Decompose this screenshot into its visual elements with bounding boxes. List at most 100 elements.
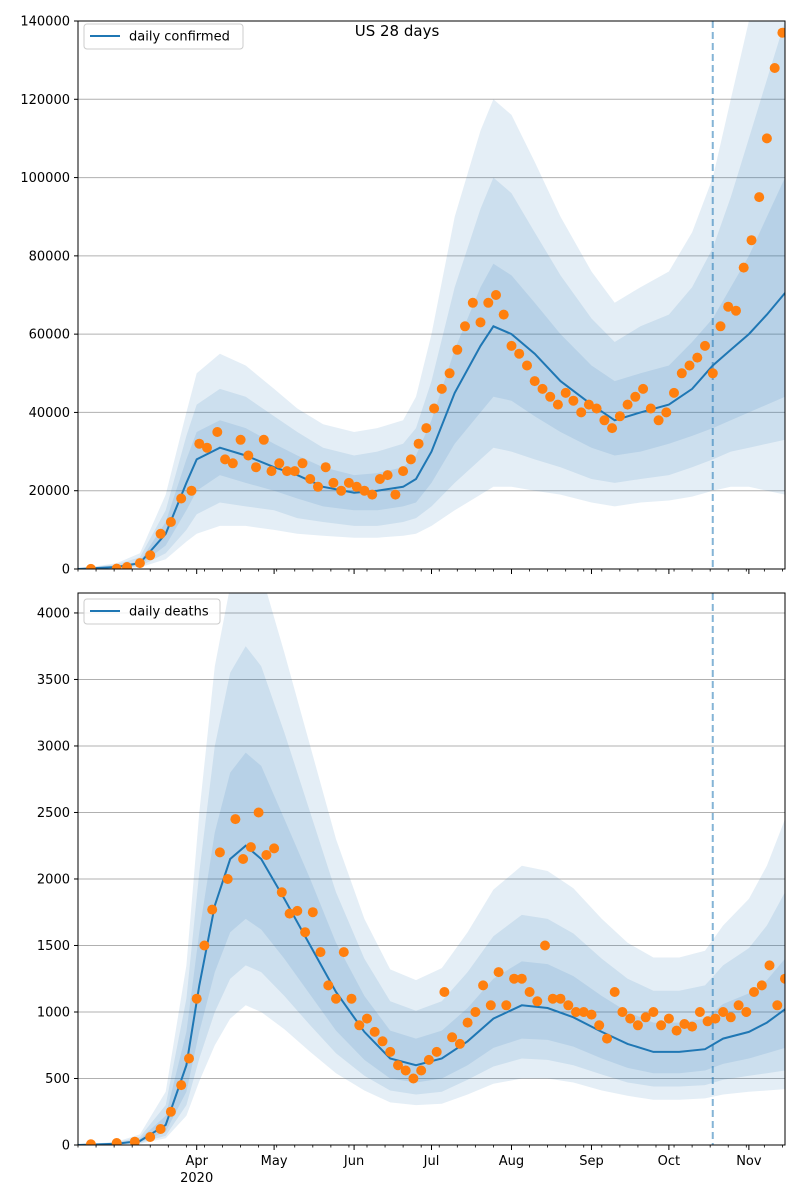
observed-point — [470, 1007, 481, 1017]
observed-point — [400, 1065, 411, 1076]
uncertainty-band-80 — [78, 646, 785, 1145]
observed-point — [351, 481, 362, 492]
observed-point — [514, 348, 525, 359]
confirmed-panel: 020000400006000080000100000120000140000 … — [20, 15, 786, 578]
observed-point — [292, 905, 303, 916]
observed-point — [663, 1013, 674, 1024]
observed-point — [315, 947, 326, 958]
observed-point — [305, 474, 316, 484]
observed-point — [684, 360, 695, 371]
observed-point — [749, 987, 759, 997]
observed-point — [429, 403, 440, 414]
x-tick-label: May — [261, 1154, 288, 1169]
observed-point — [452, 344, 463, 355]
observed-point — [111, 1138, 122, 1145]
observed-point — [715, 321, 726, 332]
observed-point — [591, 403, 602, 414]
observed-point — [702, 1016, 713, 1027]
observed-point — [212, 427, 223, 437]
legend-label: daily deaths — [129, 605, 209, 620]
observed-point — [354, 1020, 365, 1031]
observed-point — [227, 458, 238, 469]
observed-point — [165, 1106, 176, 1117]
observed-point — [145, 550, 156, 561]
observed-point — [764, 960, 775, 971]
observed-point — [687, 1021, 698, 1032]
observed-point — [679, 1019, 690, 1029]
median-series-line — [78, 844, 785, 1145]
observed-point — [506, 340, 517, 351]
observed-point — [578, 1007, 589, 1017]
deaths-median-line — [78, 844, 785, 1145]
observed-point — [622, 399, 633, 410]
observed-point — [532, 996, 543, 1007]
x-tick-label: Oct — [658, 1154, 680, 1169]
observed-point — [253, 807, 264, 818]
x-tick-label: Aug — [499, 1154, 524, 1169]
observed-point — [284, 908, 295, 919]
observed-point — [710, 1013, 721, 1024]
observed-point — [85, 1139, 96, 1145]
observed-point — [509, 973, 520, 984]
observed-point — [669, 387, 679, 398]
observed-point — [367, 489, 378, 500]
observed-point — [129, 1136, 140, 1145]
observed-point — [754, 192, 765, 203]
uncertainty-band-95 — [78, 21, 785, 569]
observed-point — [245, 842, 256, 853]
observed-point — [282, 466, 292, 477]
deaths-legend: daily deaths — [83, 598, 221, 625]
y-tick-label: 3500 — [37, 673, 70, 688]
observed-point — [220, 454, 231, 465]
observed-point — [343, 477, 354, 488]
observed-point — [462, 1017, 473, 1028]
uncertainty-band-80 — [78, 21, 785, 569]
observed-point — [300, 927, 311, 938]
observed-point — [346, 993, 357, 1004]
observed-point — [555, 993, 566, 1004]
observed-point — [390, 489, 401, 500]
uncertainty-band-95 — [78, 593, 785, 1145]
observed-point — [416, 1065, 427, 1076]
observed-point — [609, 987, 620, 997]
observed-point — [230, 814, 241, 825]
deaths-observed-points — [85, 807, 785, 1145]
y-tick-label: 2500 — [37, 806, 70, 821]
observed-point — [501, 1000, 512, 1011]
deaths-x-axis: Apr May Jun Jul Aug Sep Oct Nov 2020 — [77, 1145, 783, 1186]
observed-point — [382, 470, 393, 481]
observed-point — [454, 1038, 465, 1049]
observed-point — [155, 1124, 166, 1134]
observed-point — [741, 1007, 752, 1017]
observed-point — [694, 1007, 705, 1017]
observed-point — [444, 368, 455, 379]
y-tick-label: 80000 — [29, 249, 70, 264]
observed-point — [134, 558, 145, 569]
observed-point — [780, 973, 785, 984]
observed-point — [421, 423, 432, 434]
deaths-uncertainty-bands — [78, 593, 785, 1145]
observed-point — [385, 1046, 396, 1057]
observed-point — [323, 980, 334, 991]
observed-point — [165, 517, 176, 527]
observed-point — [243, 450, 254, 461]
observed-point — [552, 399, 563, 410]
observed-point — [186, 485, 197, 496]
y-tick-label: 2000 — [37, 872, 70, 887]
observed-point — [274, 458, 285, 469]
observed-point — [576, 407, 587, 418]
y-tick-label: 0 — [62, 563, 70, 578]
deaths-panel: 0 500 1000 1500 2000 2500 3000 3500 4000 Apr May J… — [37, 592, 786, 1186]
observed-point — [191, 993, 202, 1004]
observed-point — [777, 27, 785, 38]
observed-point — [638, 383, 649, 394]
observed-point — [467, 297, 478, 308]
y-tick-label: 120000 — [20, 93, 70, 108]
observed-point — [307, 907, 318, 918]
observed-point — [571, 1007, 581, 1017]
observed-point — [320, 462, 331, 473]
observed-point — [769, 63, 780, 73]
confirmed-median-line — [78, 292, 785, 569]
observed-point — [560, 387, 571, 398]
